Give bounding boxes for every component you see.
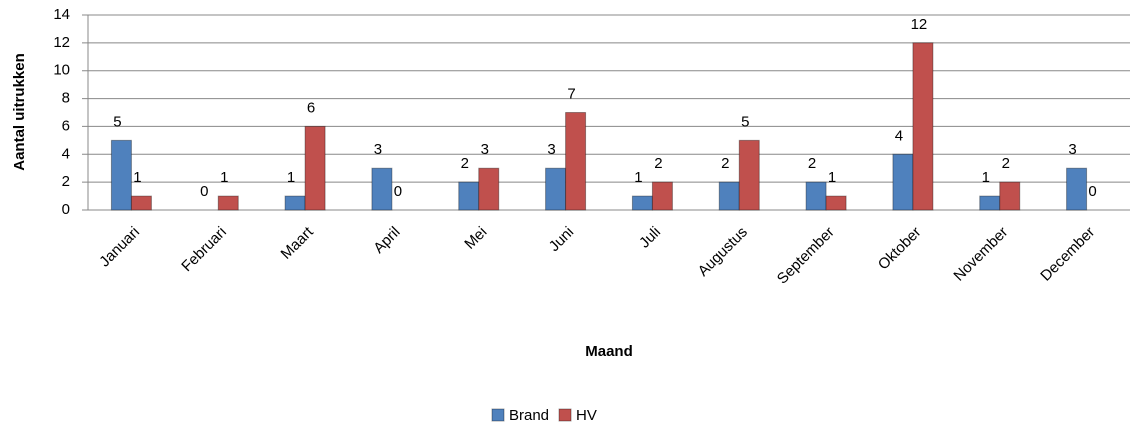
data-label: 3 [547, 141, 555, 158]
data-label: 4 [895, 127, 903, 144]
x-tick-label: November [950, 224, 1011, 285]
x-tick-label: Oktober [875, 224, 925, 274]
bar [651, 181, 673, 211]
data-label: 1 [982, 169, 990, 186]
y-tick-label: 10 [53, 62, 70, 79]
data-label: 7 [567, 85, 575, 102]
bar [217, 195, 239, 211]
bar [999, 181, 1021, 211]
x-tick-label: Mei [461, 224, 490, 253]
data-label: 1 [133, 169, 141, 186]
bar [1066, 167, 1088, 211]
legend-swatch [491, 408, 505, 422]
bar [110, 139, 132, 211]
y-tick-label: 4 [62, 145, 70, 162]
x-tick-label: Juli [636, 224, 664, 252]
data-label: 6 [307, 99, 315, 116]
data-label: 1 [828, 169, 836, 186]
data-label: 2 [1002, 155, 1010, 172]
legend-swatch [558, 408, 572, 422]
bar [565, 112, 587, 211]
x-tick-label: Februari [178, 224, 230, 276]
data-label: 5 [113, 113, 121, 130]
data-label: 2 [654, 155, 662, 172]
bar [478, 167, 500, 211]
data-label: 2 [721, 155, 729, 172]
y-tick-label: 0 [62, 201, 70, 218]
bar [912, 42, 934, 211]
bar [371, 167, 393, 211]
data-label: 1 [287, 169, 295, 186]
data-label: 5 [741, 113, 749, 130]
bar [718, 181, 740, 211]
y-tick-label: 6 [62, 117, 70, 134]
bar [892, 153, 914, 211]
x-tick-label: December [1037, 224, 1098, 285]
data-label: 3 [374, 141, 382, 158]
y-tick-label: 14 [53, 6, 70, 23]
data-label: 1 [220, 169, 228, 186]
data-label: 3 [481, 141, 489, 158]
bar [304, 125, 326, 211]
y-axis-title: Aantal uitrukken [11, 53, 28, 171]
x-axis-title: Maand [585, 343, 633, 360]
legend-label: HV [576, 407, 597, 424]
bar [979, 195, 1001, 211]
y-tick-label: 2 [62, 173, 70, 190]
data-label: 2 [461, 155, 469, 172]
bar [284, 195, 306, 211]
y-tick-label: 12 [53, 34, 70, 51]
bar [545, 167, 567, 211]
data-label: 0 [200, 183, 208, 200]
data-label: 2 [808, 155, 816, 172]
x-tick-label: Januari [96, 224, 143, 271]
bar [458, 181, 480, 211]
data-label: 1 [634, 169, 642, 186]
legend-label: Brand [509, 407, 549, 424]
bar [631, 195, 653, 211]
x-tick-label: Augustus [695, 224, 751, 280]
bar [805, 181, 827, 211]
x-tick-label: Maart [278, 223, 318, 263]
data-label: 0 [394, 183, 402, 200]
bar [130, 195, 152, 211]
data-label: 0 [1088, 183, 1096, 200]
x-tick-label: Juni [546, 224, 577, 255]
x-tick-label: April [370, 224, 403, 257]
data-label: 3 [1068, 141, 1076, 158]
data-label: 12 [911, 16, 928, 33]
bar [738, 139, 760, 211]
y-tick-label: 8 [62, 90, 70, 107]
bar [825, 195, 847, 211]
x-tick-label: September [774, 224, 838, 288]
